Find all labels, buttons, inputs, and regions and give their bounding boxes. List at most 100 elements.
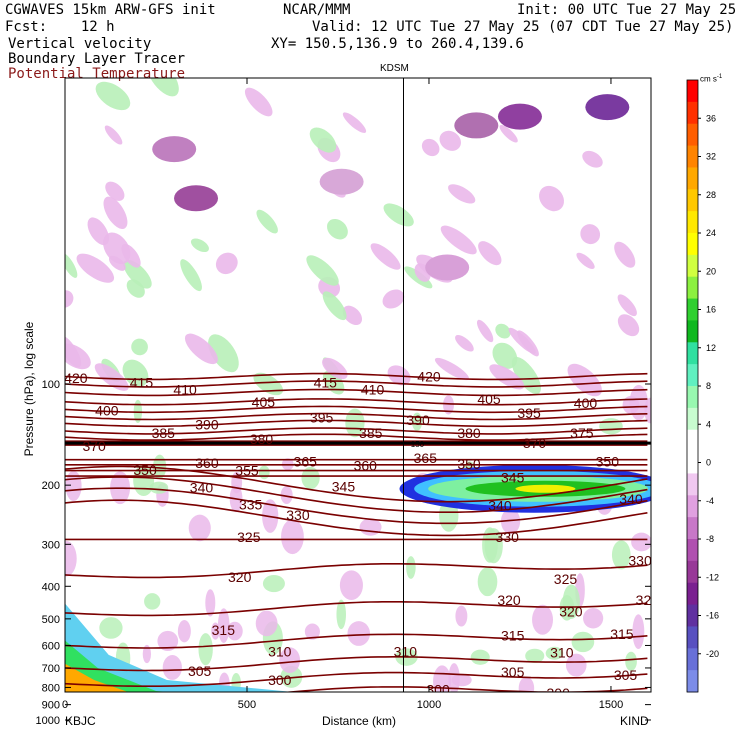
theta-contour-290 bbox=[65, 697, 647, 711]
plot-frame bbox=[64, 77, 652, 693]
colorbar-swatch bbox=[687, 364, 698, 387]
theta-contour-420 bbox=[65, 372, 648, 381]
downdraft-blob bbox=[244, 87, 273, 117]
colorbar-tick-label: 24 bbox=[706, 228, 716, 238]
vertical-velocity-fill-layer bbox=[65, 78, 651, 692]
updraft-blob bbox=[495, 323, 511, 339]
updraft-blob bbox=[492, 342, 518, 369]
updraft-blob bbox=[147, 78, 179, 97]
downdraft-blob bbox=[617, 294, 637, 317]
downdraft-blob bbox=[65, 540, 77, 577]
theta-label: 415 bbox=[130, 375, 154, 391]
downdraft-blob bbox=[226, 621, 243, 641]
theta-label: 400 bbox=[95, 403, 119, 419]
theta-label: 380 bbox=[250, 431, 274, 447]
theta-contour-340 bbox=[65, 476, 648, 513]
theta-contour-320 bbox=[65, 563, 648, 579]
header-forecast-hour: Fcst: 12 h bbox=[5, 19, 115, 35]
downdraft-blob bbox=[103, 232, 131, 265]
theta-label: 305 bbox=[188, 663, 212, 679]
downdraft-blob bbox=[580, 224, 601, 245]
updraft-blob bbox=[198, 633, 213, 666]
header-model-title: CGWAVES 15km ARW-GFS init bbox=[5, 2, 216, 18]
updraft-blob bbox=[153, 454, 167, 479]
theta-label: 320 bbox=[559, 603, 583, 619]
downdraft-blob bbox=[280, 486, 293, 504]
downdraft-blob bbox=[87, 217, 109, 246]
theta-label: 390 bbox=[195, 417, 219, 433]
theta-contour-405 bbox=[65, 398, 648, 406]
theta-contour-330 bbox=[65, 499, 648, 537]
theta-label: 330 bbox=[496, 529, 520, 545]
colorbar-swatch bbox=[687, 582, 698, 606]
theta-label: 420 bbox=[64, 370, 88, 386]
theta-label: 320 bbox=[497, 592, 521, 608]
updraft-blob bbox=[345, 408, 365, 438]
header-valid-time: Valid: 12 UTC Tue 27 May 25 (07 CDT Tue … bbox=[312, 19, 734, 35]
colorbar-swatch bbox=[687, 495, 698, 518]
theta-label: 310 bbox=[268, 643, 292, 659]
updraft-blob bbox=[262, 574, 285, 593]
updraft-blob bbox=[190, 238, 209, 253]
colorbar-tick-label: 36 bbox=[706, 113, 716, 123]
theta-label: 405 bbox=[252, 394, 276, 410]
colorbar-swatch bbox=[687, 670, 698, 693]
theta-label: 340 bbox=[488, 498, 512, 514]
y-tick-label: 700 bbox=[42, 663, 60, 675]
theta-label: 295 bbox=[326, 693, 350, 709]
updraft-blob bbox=[470, 649, 490, 665]
theta-label: 300 bbox=[268, 672, 292, 688]
theta-label: 310 bbox=[394, 643, 418, 659]
updraft-blob bbox=[99, 617, 123, 639]
updraft-blob bbox=[599, 418, 623, 435]
theta-label: 310 bbox=[550, 645, 574, 661]
colorbar-swatch bbox=[687, 211, 698, 234]
downdraft-blob bbox=[339, 570, 363, 600]
downdraft-blob bbox=[455, 335, 474, 352]
theta-label: 400 bbox=[574, 395, 598, 411]
theta-label: 370 bbox=[523, 435, 547, 451]
colorbar-swatch bbox=[687, 386, 698, 409]
theta-contour-335 bbox=[65, 487, 648, 525]
theta-label: 305 bbox=[501, 664, 525, 680]
downdraft-blob bbox=[382, 289, 405, 309]
theta-label: 360 bbox=[195, 455, 219, 471]
colorbar-swatch bbox=[687, 167, 698, 190]
theta-label: 350 bbox=[133, 462, 157, 478]
x-tick-label: 1500 bbox=[599, 699, 623, 711]
downdraft-blob bbox=[142, 644, 152, 664]
updraft-blob bbox=[406, 556, 416, 579]
downdraft-core bbox=[174, 185, 219, 212]
colorbar-swatch bbox=[687, 298, 698, 321]
updraft-blob bbox=[65, 252, 78, 278]
colorbar-swatch bbox=[687, 254, 698, 278]
colorbar-tick-label: -16 bbox=[706, 611, 719, 621]
downdraft-blob bbox=[157, 630, 179, 652]
theta-label: 365 bbox=[414, 450, 438, 466]
theta-contour-390 bbox=[65, 419, 648, 428]
theta-label: 315 bbox=[610, 626, 634, 642]
colorbar-swatch bbox=[687, 320, 698, 343]
theta-contour-345 bbox=[65, 465, 648, 503]
downdraft-blob bbox=[614, 241, 636, 268]
tropopause-label: 150 bbox=[411, 440, 425, 449]
right-station-label: KIND bbox=[620, 714, 649, 728]
downdraft-blob bbox=[65, 343, 91, 370]
header-cross-section-endpoints: XY= 150.5,136.9 to 260.4,139.6 bbox=[271, 36, 524, 52]
downdraft-blob bbox=[582, 150, 603, 168]
header-organization: NCAR/MMM bbox=[283, 2, 351, 18]
theta-label: 350 bbox=[457, 456, 481, 472]
downdraft-blob bbox=[455, 605, 468, 627]
colorbar-tick-label: 8 bbox=[706, 381, 711, 391]
downdraft-blob bbox=[518, 676, 535, 692]
downdraft-core bbox=[152, 136, 197, 163]
theta-label: 355 bbox=[235, 463, 259, 479]
colorbar-swatch bbox=[687, 145, 698, 168]
downdraft-blob bbox=[184, 333, 218, 365]
theta-label: 415 bbox=[314, 375, 338, 391]
downdraft-blob bbox=[565, 653, 587, 677]
updraft-blob bbox=[301, 466, 320, 490]
downdraft-blob bbox=[105, 181, 125, 201]
downdraft-blob bbox=[121, 243, 141, 268]
colorbar-swatch bbox=[687, 342, 698, 365]
